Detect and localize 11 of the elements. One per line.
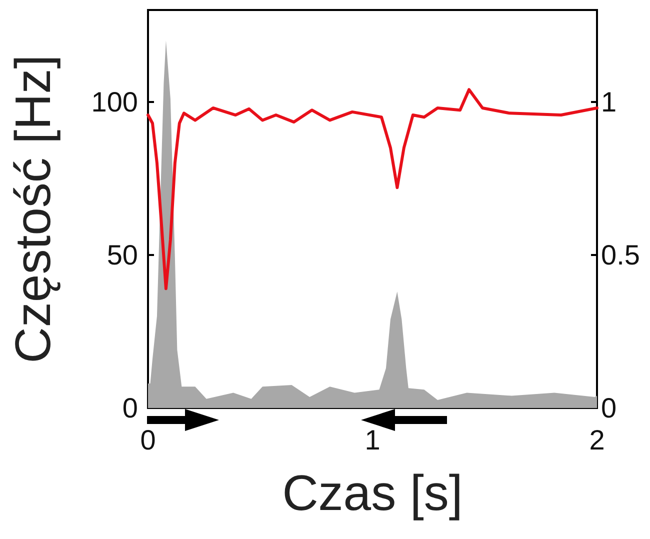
x-tick-label: 1 <box>364 424 380 456</box>
y2-tick-label: 0.5 <box>601 239 640 270</box>
x-axis-title: Czas [s] <box>282 465 463 521</box>
line-series <box>146 88 598 290</box>
y-tick-label: 0 <box>122 392 138 424</box>
y-tick-label: 100 <box>91 86 138 118</box>
x-tick-label: 2 <box>589 424 605 456</box>
y2-tick-label: 0 <box>601 392 617 424</box>
y-tick-label: 50 <box>106 239 138 270</box>
y-axis-title: Częstość [Hz] <box>5 54 61 364</box>
y2-tick-label: 1 <box>601 86 617 118</box>
